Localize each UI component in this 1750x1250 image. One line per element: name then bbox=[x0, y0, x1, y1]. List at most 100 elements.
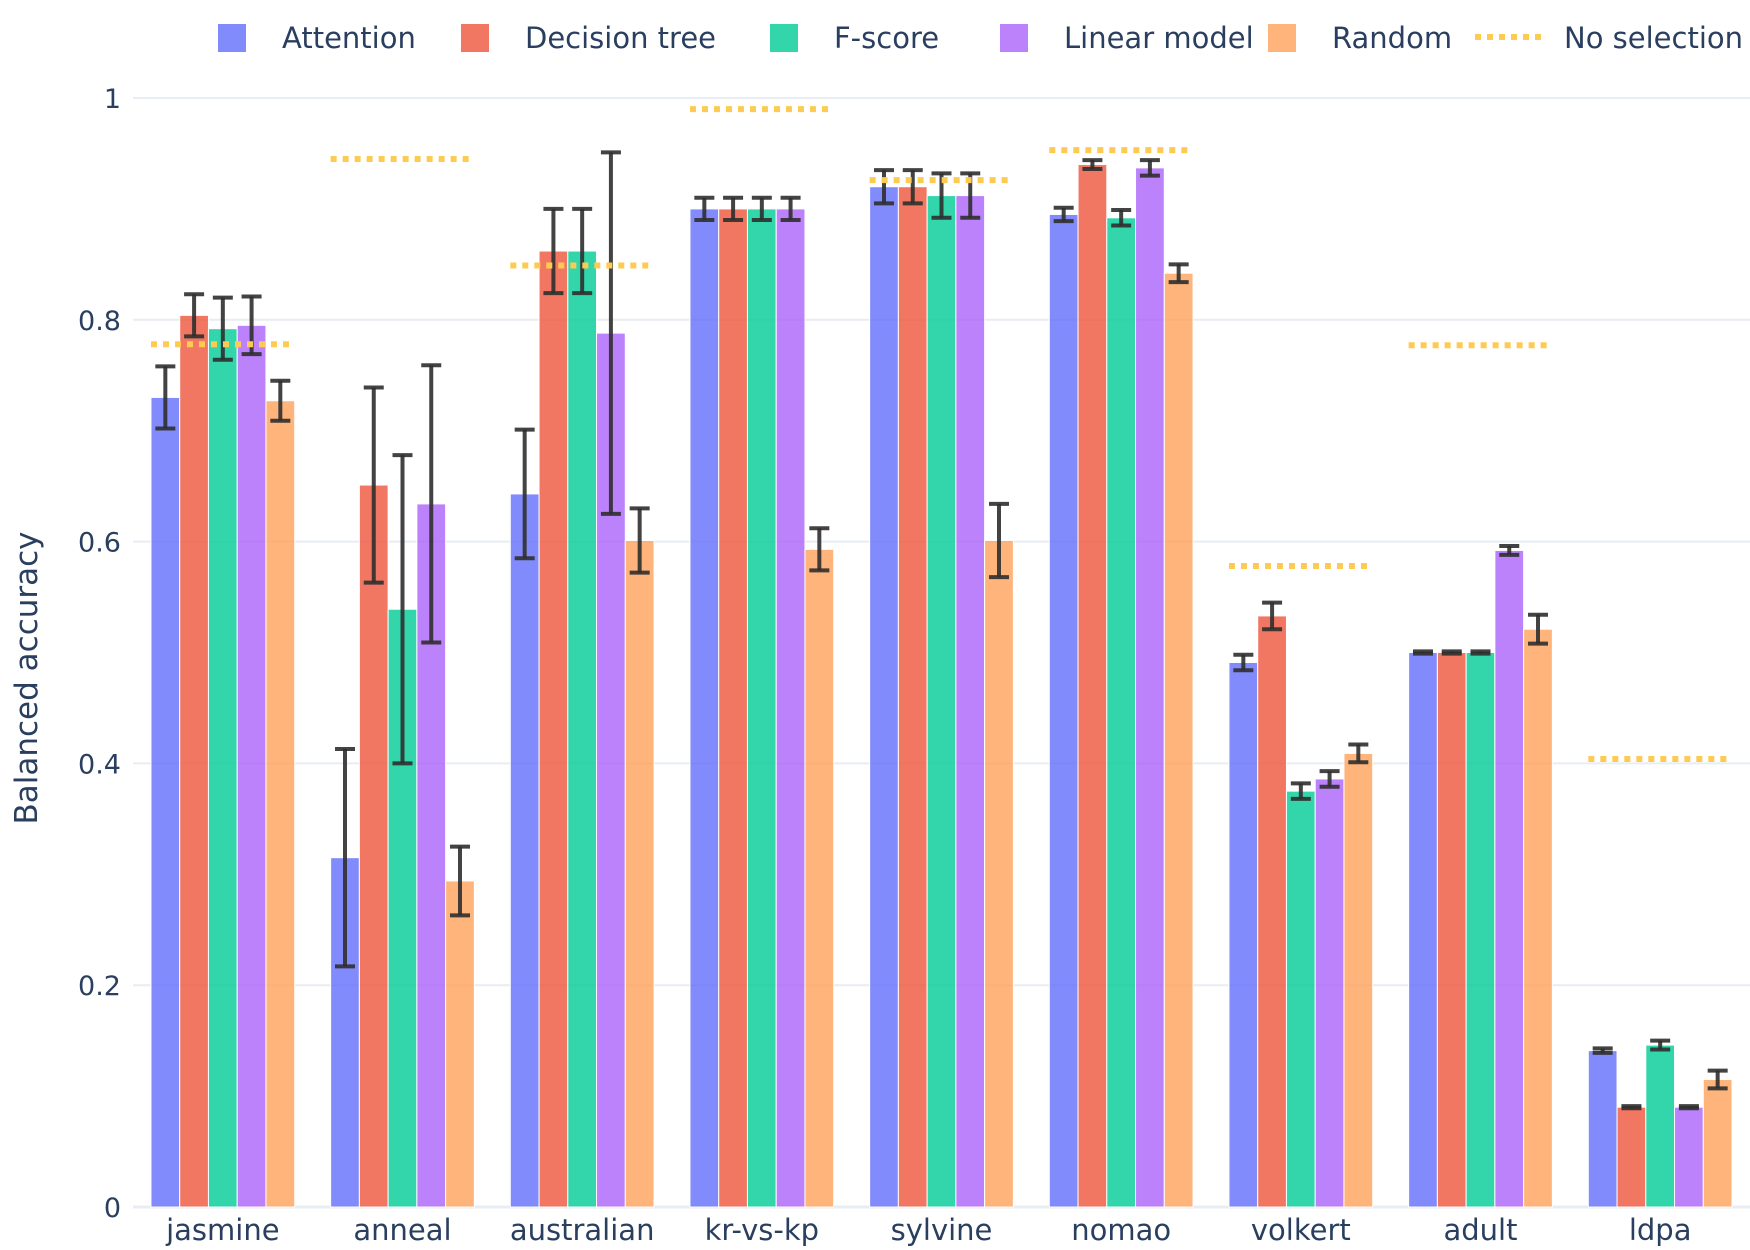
error-bar bbox=[212, 295, 233, 362]
error-bar bbox=[1527, 612, 1548, 646]
error-bar bbox=[335, 746, 356, 969]
bar bbox=[567, 250, 598, 1208]
error-bar bbox=[1168, 262, 1189, 285]
legend-swatch bbox=[461, 24, 489, 52]
bar bbox=[1674, 1106, 1704, 1208]
x-tick-label: sylvine bbox=[891, 1213, 993, 1247]
error-bar bbox=[809, 526, 830, 573]
error-bar bbox=[1499, 544, 1520, 557]
error-bar bbox=[874, 168, 895, 206]
error-bar bbox=[780, 195, 801, 222]
bar bbox=[689, 208, 720, 1208]
x-tick-label: volkert bbox=[1251, 1213, 1351, 1247]
bar bbox=[804, 548, 835, 1208]
error-bar bbox=[155, 364, 176, 431]
error-bar bbox=[1290, 781, 1311, 801]
bar bbox=[265, 400, 296, 1208]
bar bbox=[358, 484, 389, 1208]
legend-swatch bbox=[1000, 24, 1028, 52]
bar bbox=[236, 324, 267, 1208]
bar bbox=[1285, 790, 1316, 1208]
bar bbox=[955, 195, 986, 1208]
legend-label: F-score bbox=[834, 21, 939, 55]
error-bar bbox=[184, 292, 205, 339]
bar bbox=[926, 195, 957, 1208]
bar bbox=[1314, 778, 1345, 1208]
legend-item: Random bbox=[1268, 21, 1452, 55]
legend-item: No selection bbox=[1475, 21, 1743, 55]
error-bars bbox=[155, 150, 1728, 1111]
error-bar bbox=[392, 453, 413, 766]
y-axis: 0 0.2 0.4 0.6 0.8 1 bbox=[78, 84, 121, 1224]
bar bbox=[718, 208, 748, 1208]
legend: Attention Decision tree F-score Linear mode… bbox=[218, 21, 1743, 55]
bar bbox=[1523, 628, 1553, 1208]
error-bar bbox=[1139, 158, 1160, 178]
error-bar bbox=[629, 506, 650, 575]
x-tick-label: ldpa bbox=[1629, 1213, 1692, 1247]
bar bbox=[1048, 213, 1079, 1208]
x-axis: jasmine anneal australian kr-vs-kp sylvine no… bbox=[165, 1213, 1691, 1247]
bar bbox=[1135, 167, 1165, 1208]
error-bar bbox=[1441, 649, 1462, 656]
y-tick-label: 0.4 bbox=[78, 749, 121, 780]
error-bar bbox=[988, 501, 1009, 580]
bar bbox=[1106, 217, 1137, 1208]
error-bar bbox=[1592, 1046, 1613, 1055]
y-axis-title: Balanced accuracy bbox=[9, 531, 45, 824]
error-bar bbox=[751, 195, 772, 222]
error-bar bbox=[1470, 649, 1491, 656]
bar bbox=[1077, 164, 1108, 1208]
legend-label: Attention bbox=[282, 21, 416, 55]
bar bbox=[1408, 652, 1438, 1208]
error-bar bbox=[1082, 158, 1103, 171]
y-tick-label: 1 bbox=[104, 84, 121, 115]
bar bbox=[509, 493, 540, 1208]
x-tick-label: kr-vs-kp bbox=[705, 1213, 820, 1247]
error-bar bbox=[363, 385, 384, 585]
legend-item: Linear model bbox=[1000, 21, 1254, 55]
bar bbox=[746, 208, 777, 1208]
bar bbox=[624, 539, 655, 1208]
x-tick-label: adult bbox=[1444, 1213, 1518, 1247]
legend-swatch bbox=[218, 24, 246, 52]
bar bbox=[984, 539, 1014, 1208]
bar bbox=[207, 328, 238, 1208]
bar bbox=[179, 314, 209, 1208]
bar bbox=[897, 186, 928, 1208]
error-bar bbox=[694, 195, 715, 222]
y-tick-label: 0 bbox=[104, 1193, 121, 1224]
bar bbox=[1228, 661, 1259, 1208]
error-bar bbox=[514, 427, 535, 561]
error-bar bbox=[1413, 649, 1434, 656]
bar bbox=[150, 396, 181, 1208]
x-tick-label: australian bbox=[510, 1213, 655, 1247]
legend-item: F-score bbox=[770, 21, 939, 55]
error-bar bbox=[1348, 742, 1369, 765]
error-bar bbox=[1621, 1104, 1642, 1111]
error-bar bbox=[931, 171, 952, 220]
legend-label: Linear model bbox=[1064, 21, 1254, 55]
x-tick-label: jasmine bbox=[165, 1213, 279, 1247]
x-tick-label: anneal bbox=[353, 1213, 451, 1247]
legend-item: Decision tree bbox=[461, 21, 716, 55]
error-bar bbox=[270, 378, 291, 423]
legend-label: Decision tree bbox=[525, 21, 716, 55]
error-bar bbox=[600, 150, 621, 516]
error-bar bbox=[1111, 208, 1132, 228]
bar bbox=[1257, 615, 1287, 1208]
bar bbox=[869, 186, 899, 1208]
y-tick-label: 0.6 bbox=[78, 528, 121, 559]
error-bar bbox=[1262, 600, 1283, 632]
error-bar bbox=[723, 195, 744, 222]
error-bar bbox=[902, 168, 923, 206]
bars bbox=[150, 164, 1733, 1208]
bar bbox=[1616, 1106, 1647, 1208]
error-bar bbox=[1707, 1068, 1728, 1091]
bar bbox=[1343, 752, 1374, 1208]
y-tick-label: 0.8 bbox=[78, 306, 121, 337]
y-tick-label: 0.2 bbox=[78, 971, 121, 1002]
error-bar bbox=[572, 206, 593, 296]
legend-label: No selection bbox=[1564, 21, 1743, 55]
